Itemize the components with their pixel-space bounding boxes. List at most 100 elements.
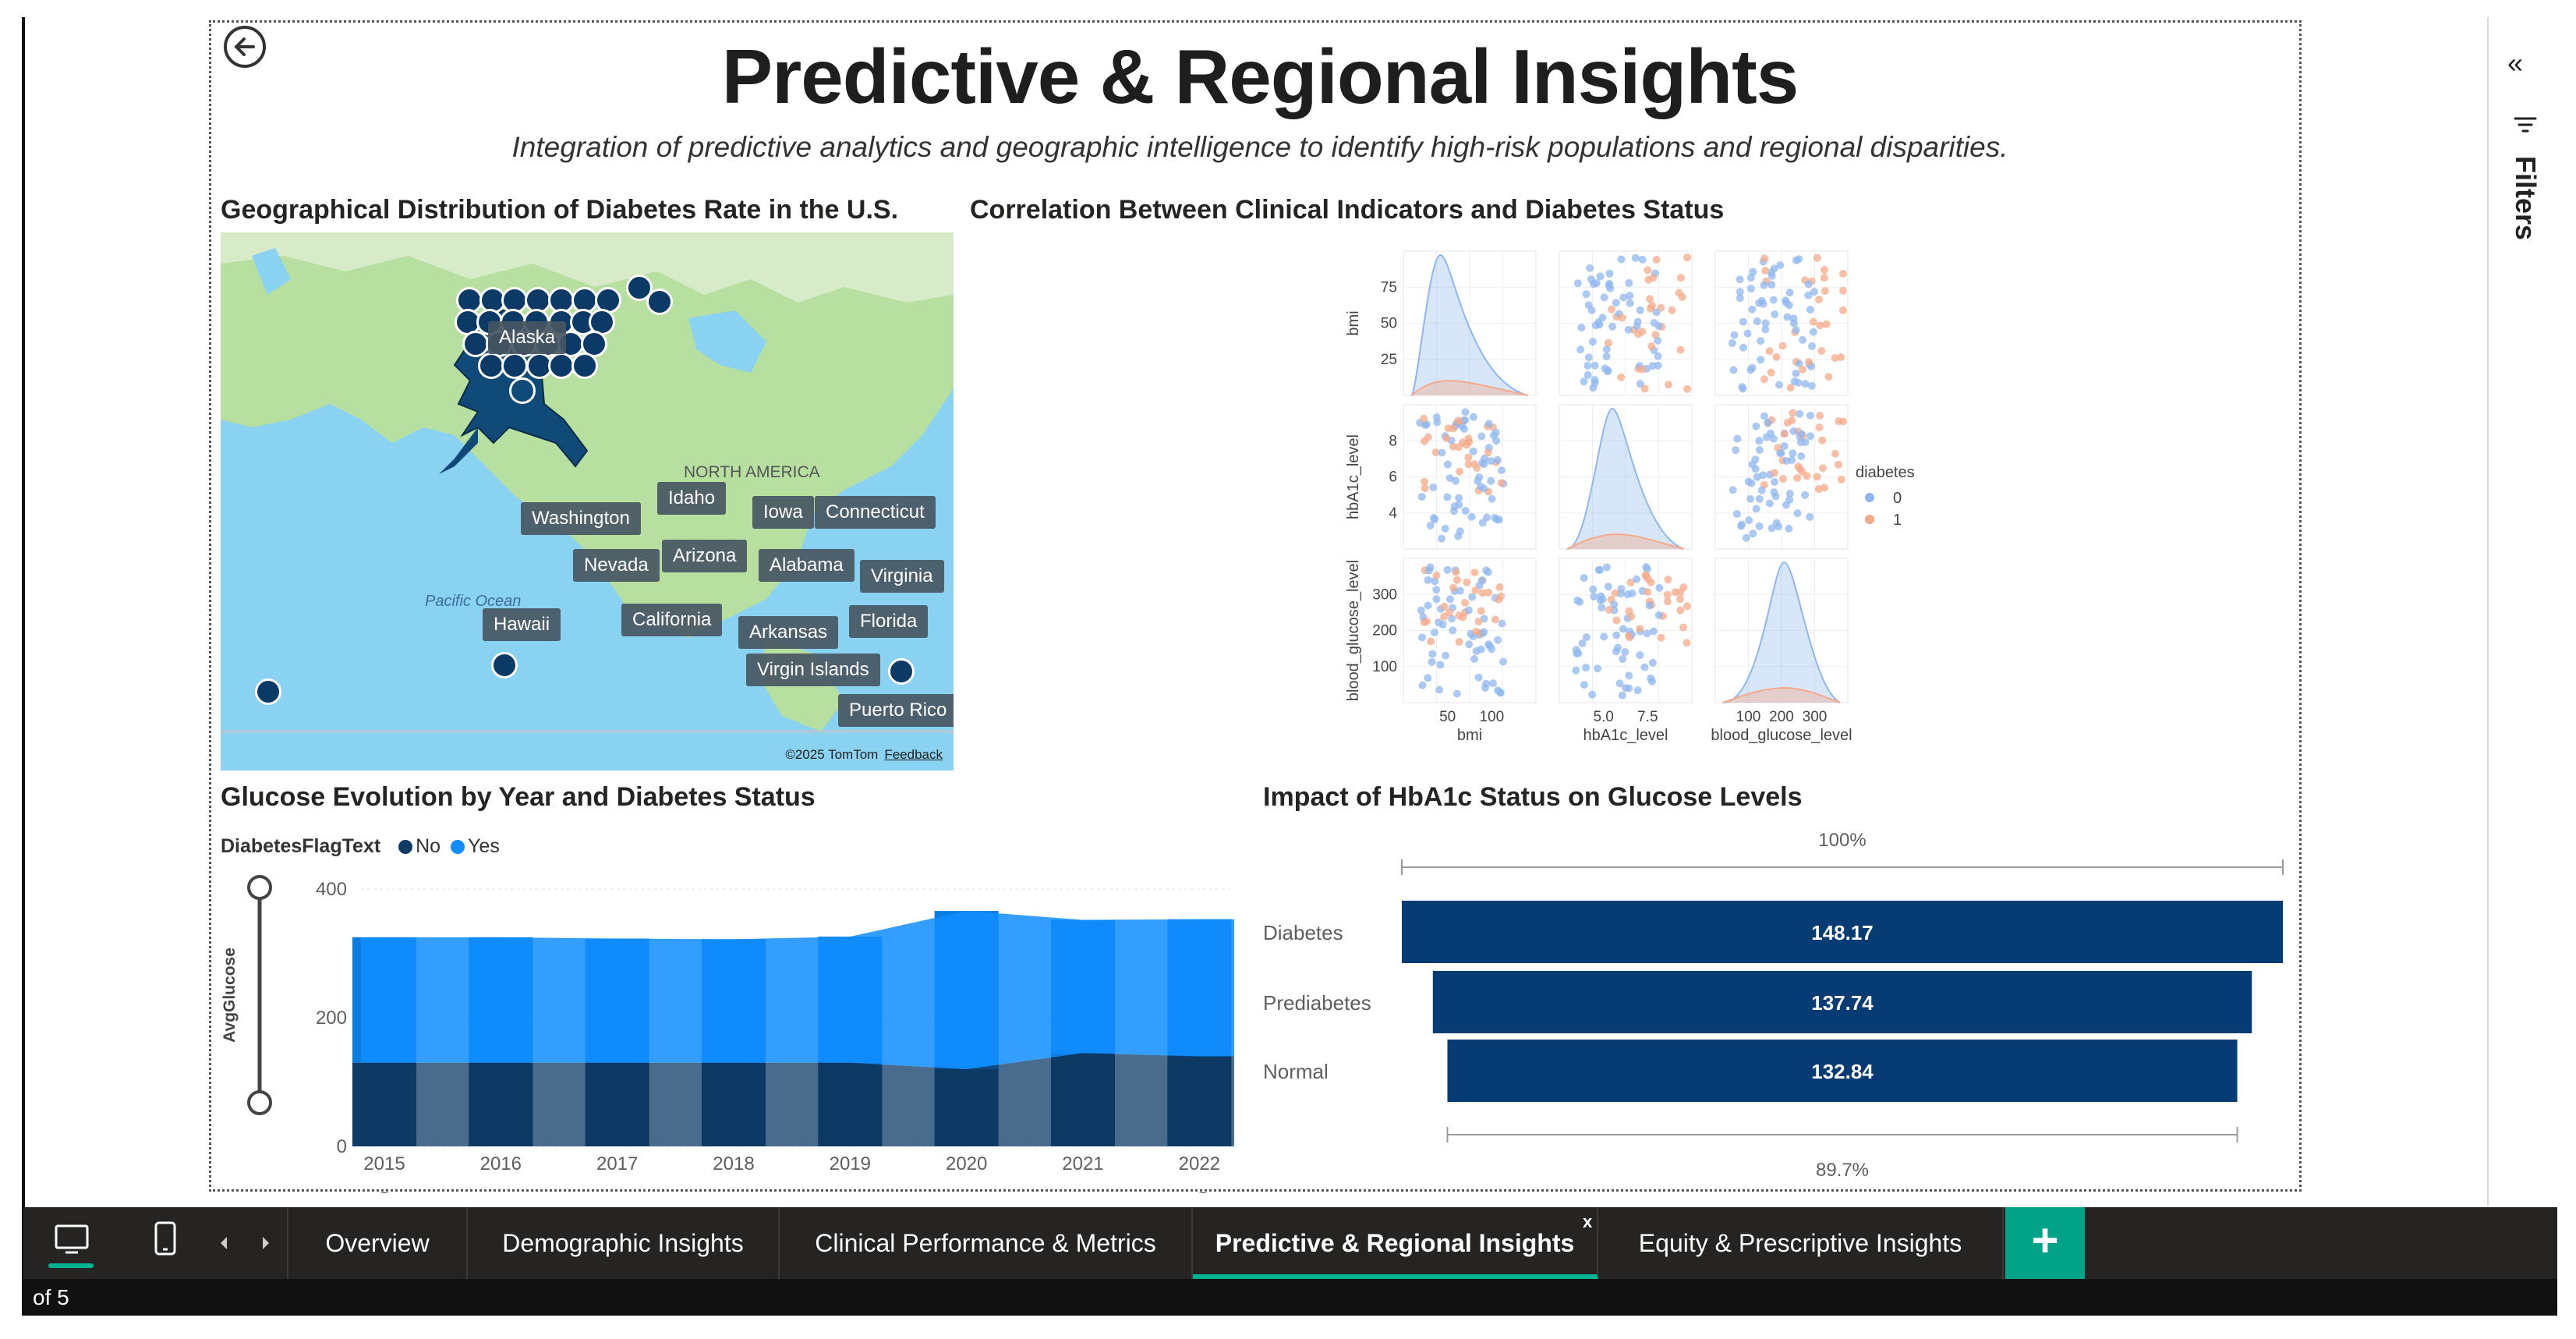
pairplot-point-0	[1769, 434, 1778, 443]
funnel-bar[interactable]	[1402, 901, 2283, 963]
pairplot-point-0	[1591, 361, 1599, 370]
pairplot-point-0	[1432, 595, 1441, 604]
map-visual[interactable]: NORTH AMERICA Pacific Ocean Alaska Idaho…	[221, 232, 954, 770]
next-page-icon[interactable]	[254, 1207, 278, 1279]
pairplot-point-0	[1461, 506, 1470, 515]
pairplot-point-0	[1602, 563, 1611, 572]
legend-no-dot	[398, 840, 413, 854]
map-point[interactable]	[509, 377, 536, 404]
pairplot-point-1	[1470, 569, 1479, 577]
pairplot-point-0	[1792, 256, 1800, 264]
pairplot-point-0	[1586, 264, 1594, 272]
funnel-bar[interactable]	[1447, 1040, 2238, 1102]
pairplot-point-0	[1577, 324, 1586, 332]
funnel-bar[interactable]	[1432, 971, 2252, 1033]
pairplot-point-0	[1616, 590, 1625, 598]
pairplot-point-0	[1455, 501, 1463, 509]
legend-no-label[interactable]: No	[416, 835, 441, 857]
pairplot-point-0	[1589, 280, 1598, 289]
tab-predictive-regional[interactable]: Predictive & Regional Insights	[1193, 1207, 1598, 1279]
pairplot-point-0	[1455, 494, 1463, 502]
pairplot-point-0	[1494, 686, 1502, 695]
map-point[interactable]	[501, 352, 528, 379]
close-tab-icon[interactable]: x	[1583, 1212, 1593, 1231]
y-range-slider-handle[interactable]	[247, 875, 272, 900]
pairplot-point-0	[1600, 632, 1608, 641]
pairplot-point-0	[1482, 566, 1491, 575]
map-point[interactable]	[888, 658, 915, 685]
pairplot-point-0	[1498, 619, 1506, 628]
previous-page-icon[interactable]	[212, 1207, 235, 1279]
collapse-pane-icon[interactable]: «	[2507, 47, 2524, 79]
pairplot-point-1	[1478, 589, 1487, 597]
pairplot-point-0	[1795, 360, 1803, 368]
pairplot-point-0	[1765, 499, 1774, 508]
pairplot-point-0	[1612, 631, 1621, 639]
pairplot-point-0	[1587, 306, 1596, 314]
pairplot-legend-title: diabetes	[1856, 464, 1915, 481]
pairplot-legend-label: 1	[1893, 512, 1902, 529]
pairplot-point-0	[1730, 331, 1739, 339]
pairplot-point-0	[1576, 345, 1585, 354]
pairplot-point-1	[1647, 301, 1656, 310]
map-point[interactable]	[595, 287, 621, 313]
pairplot-point-1	[1638, 328, 1647, 336]
pairplot-point-1	[1683, 253, 1691, 262]
legend-yes-dot	[451, 840, 465, 854]
map-point[interactable]	[626, 275, 653, 301]
tab-equity-prescriptive[interactable]: Equity & Prescriptive Insights	[1598, 1207, 2004, 1279]
y-range-slider-handle[interactable]	[247, 1090, 272, 1115]
pairplot-point-0	[1785, 495, 1794, 504]
pairplot-point-1	[1651, 331, 1660, 339]
mobile-view-icon[interactable]	[148, 1207, 182, 1279]
map-point[interactable]	[548, 352, 575, 379]
tab-clinical-performance[interactable]: Clinical Performance & Metrics	[780, 1207, 1193, 1279]
map-point[interactable]	[255, 678, 281, 705]
pairplot-point-0	[1642, 563, 1651, 572]
pairplot-point-0	[1454, 532, 1463, 540]
legend-yes-label[interactable]: Yes	[468, 835, 500, 857]
pairplot-point-0	[1792, 369, 1800, 377]
pairplot-row-tick: 100	[1372, 659, 1397, 675]
pairplot-row-tick: 200	[1372, 623, 1397, 639]
pairplot-point-1	[1637, 365, 1646, 374]
y-tick-label: 0	[337, 1136, 347, 1157]
filters-pane[interactable]: « Filters	[2487, 17, 2559, 1206]
add-page-button[interactable]: +	[2005, 1207, 2085, 1279]
pairplot-point-1	[1821, 287, 1829, 296]
pairplot-point-0	[1483, 513, 1491, 522]
pairplot-point-0	[1785, 490, 1794, 498]
map-point[interactable]	[478, 352, 504, 379]
map-point[interactable]	[462, 331, 489, 357]
pairplot-point-1	[1818, 436, 1827, 445]
pairplot-point-0	[1788, 456, 1796, 465]
pairplot-point-0	[1626, 299, 1634, 307]
pairplot-point-1	[1495, 595, 1503, 604]
pairplot-point-0	[1757, 356, 1765, 364]
pairplot-point-0	[1625, 671, 1633, 680]
pairplot-point-1	[1644, 275, 1653, 284]
pairplot-legend-marker	[1865, 515, 1874, 524]
desktop-view-icon[interactable]	[51, 1207, 92, 1279]
pairplot-point-0	[1623, 590, 1632, 599]
pairplot-point-0	[1780, 441, 1789, 450]
pairplot-point-0	[1775, 381, 1784, 389]
filters-label[interactable]: Filters	[2510, 156, 2542, 241]
pairplot-point-1	[1834, 460, 1842, 469]
pairplot-point-0	[1761, 319, 1770, 328]
map-label-washington: Washington	[521, 502, 641, 535]
back-arrow-icon[interactable]	[222, 24, 267, 69]
pairplot-point-1	[1449, 442, 1457, 451]
pairplot-point-1	[1822, 320, 1831, 328]
pairplot-point-0	[1617, 255, 1626, 264]
funnel-bottom-percent: 89.7%	[1816, 1160, 1869, 1181]
tab-overview[interactable]: Overview	[287, 1207, 468, 1279]
x-tick-label: 2022	[1179, 1153, 1220, 1174]
map-feedback-link[interactable]: Feedback	[884, 747, 943, 762]
pairplot-row-tick: 75	[1381, 279, 1397, 296]
pairplot-point-0	[1619, 293, 1628, 302]
map-point[interactable]	[491, 652, 518, 678]
tab-demographic-insights[interactable]: Demographic Insights	[468, 1207, 780, 1279]
pairplot-point-1	[1813, 253, 1821, 262]
map-point[interactable]	[571, 352, 598, 379]
